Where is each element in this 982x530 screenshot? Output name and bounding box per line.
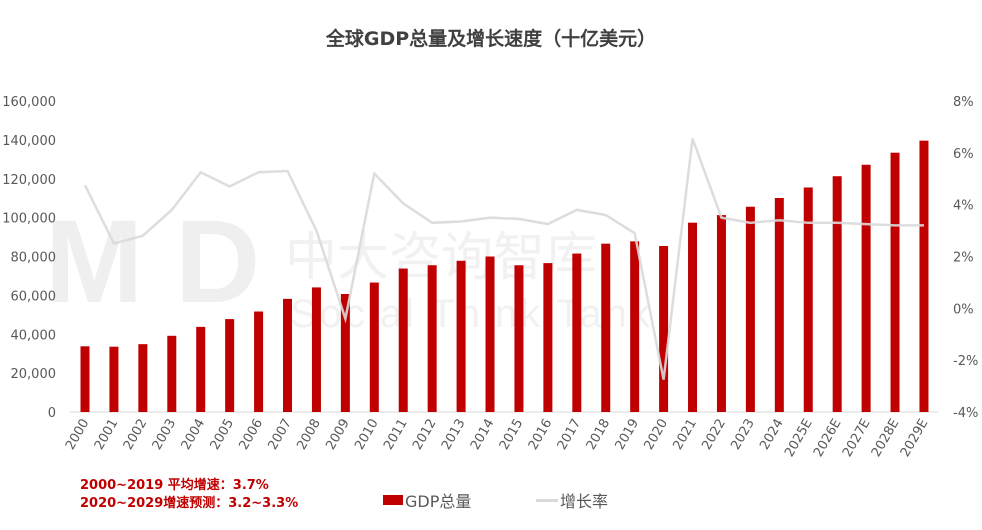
bar-gdp-2028E <box>890 152 900 413</box>
bar-gdp-2029E <box>919 140 929 412</box>
x-tick-label: 2019 <box>613 417 643 453</box>
bar-gdp-2004 <box>196 326 206 412</box>
legend-growth: 增长率 <box>536 488 608 512</box>
x-tick-label: 2004 <box>179 417 209 453</box>
bar-gdp-2006 <box>254 311 264 412</box>
x-tick-label: 2017 <box>555 417 585 453</box>
bar-gdp-2022 <box>716 215 726 412</box>
left-tick-label: 60,000 <box>11 289 57 304</box>
x-tick-label: 2005 <box>208 417 238 453</box>
x-tick-label: 2003 <box>150 417 180 453</box>
bar-gdp-2024 <box>774 197 784 412</box>
svg-text:D: D <box>175 196 260 328</box>
left-tick-label: 40,000 <box>11 328 57 343</box>
bar-gdp-2027E <box>861 164 871 412</box>
right-tick-label: 2% <box>953 251 974 266</box>
x-tick-label: 2024 <box>757 417 787 453</box>
x-tick-label: 2025E <box>782 417 816 460</box>
bar-gdp-2007 <box>283 298 293 412</box>
bar-gdp-2011 <box>398 268 408 412</box>
bar-gdp-2018 <box>601 243 611 412</box>
left-tick-label: 160,000 <box>2 95 56 110</box>
bar-gdp-2026E <box>832 176 842 412</box>
x-tick-label: 2021 <box>670 417 700 453</box>
x-tick-label: 2026E <box>811 417 845 460</box>
bar-gdp-2010 <box>369 282 379 412</box>
x-tick-label: 2013 <box>439 417 469 453</box>
bar-gdp-2002 <box>138 344 148 412</box>
x-tick-label: 2016 <box>526 417 556 453</box>
legend-gdp-label: GDP总量 <box>405 492 472 511</box>
x-tick-label: 2015 <box>497 417 527 453</box>
bar-gdp-2000 <box>80 346 90 412</box>
legend-line-swatch <box>536 498 558 502</box>
legend-bar-swatch <box>383 495 403 505</box>
x-tick-label: 2006 <box>237 417 267 453</box>
left-tick-label: 80,000 <box>11 251 57 266</box>
x-tick-label: 2001 <box>92 417 122 453</box>
bar-gdp-2008 <box>311 287 321 412</box>
x-tick-label: 2014 <box>468 417 498 453</box>
x-tick-label: 2022 <box>699 417 729 453</box>
right-tick-label: -2% <box>953 354 978 369</box>
left-tick-label: 100,000 <box>2 212 56 227</box>
x-tick-label: 2029E <box>898 417 932 460</box>
bar-gdp-2016 <box>543 263 553 412</box>
bar-gdp-2025E <box>803 187 813 412</box>
bar-gdp-2015 <box>514 265 524 412</box>
x-tick-label: 2012 <box>410 417 440 453</box>
line-growth-rate <box>83 138 924 380</box>
bar-gdp-2013 <box>456 260 466 412</box>
right-tick-label: 6% <box>953 147 974 162</box>
bar-gdp-2021 <box>688 222 698 412</box>
bar-gdp-2009 <box>340 294 350 412</box>
x-tick-label: 2002 <box>121 417 151 453</box>
bar-gdp-2017 <box>572 253 582 412</box>
svg-text:M: M <box>45 196 143 328</box>
bar-gdp-2005 <box>225 319 235 412</box>
annotation-avg-growth: 2000~2019 平均增速：3.7% <box>80 478 269 493</box>
bar-gdp-2014 <box>485 256 495 412</box>
legend-growth-label: 增长率 <box>560 492 609 511</box>
left-tick-label: 120,000 <box>2 173 56 188</box>
x-tick-label: 2008 <box>294 417 324 453</box>
x-tick-label: 2000 <box>63 417 93 453</box>
legend-gdp: GDP总量 <box>383 488 471 512</box>
bar-gdp-2001 <box>109 346 119 412</box>
annotation-forecast-growth: 2020~2029增速预测：3.2~3.3% <box>80 496 299 511</box>
x-tick-label: 2020 <box>642 417 672 453</box>
x-tick-label: 2007 <box>265 417 295 453</box>
watermark: M D 中大咨询智库 Social Think Tank <box>45 196 650 336</box>
right-tick-label: 8% <box>953 95 974 110</box>
bar-gdp-2012 <box>427 265 437 412</box>
left-tick-label: 20,000 <box>11 367 57 382</box>
x-tick-label: 2028E <box>869 417 903 460</box>
bar-gdp-2020 <box>659 246 669 412</box>
x-tick-label: 2027E <box>840 417 874 460</box>
bar-gdp-2023 <box>745 206 755 412</box>
bar-gdp-2003 <box>167 335 177 412</box>
right-tick-label: 4% <box>953 199 974 214</box>
left-tick-label: 140,000 <box>2 134 56 149</box>
right-tick-label: -4% <box>953 406 978 421</box>
x-tick-label: 2018 <box>584 417 614 453</box>
left-tick-label: 0 <box>48 406 56 421</box>
bar-gdp-2019 <box>630 241 640 412</box>
chart-title: 全球GDP总量及增长速度（十亿美元） <box>325 28 657 50</box>
x-tick-label: 2011 <box>381 417 411 453</box>
x-tick-label: 2023 <box>728 417 758 453</box>
x-tick-label: 2009 <box>323 417 353 453</box>
x-tick-label: 2010 <box>352 417 382 453</box>
right-tick-label: 0% <box>953 302 974 317</box>
